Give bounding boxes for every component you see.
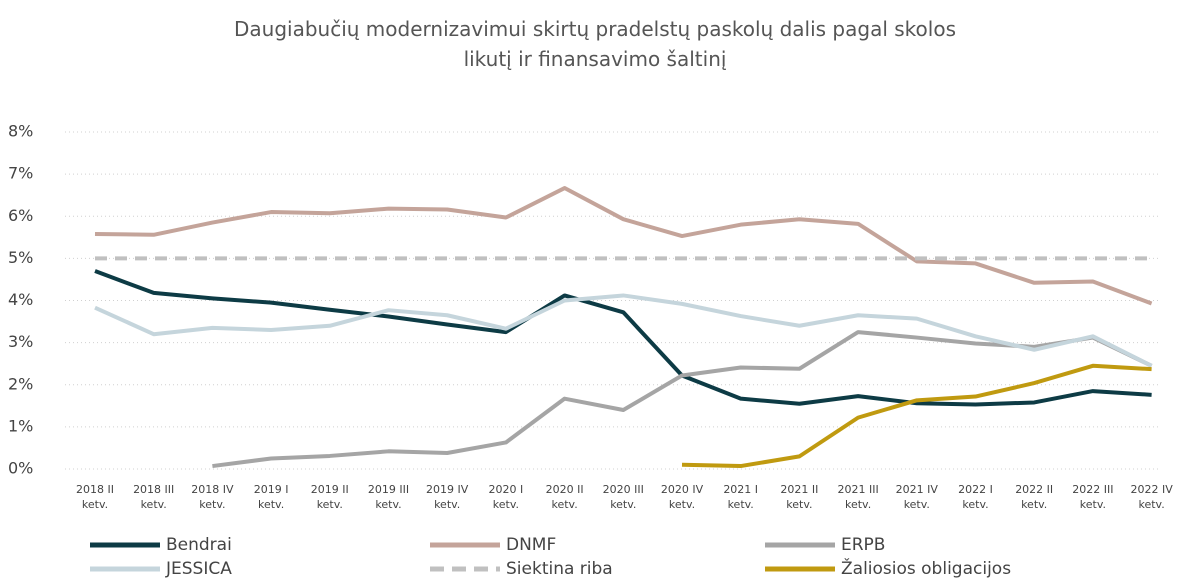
x-tick-label: 2022 III ketv. — [1072, 483, 1114, 511]
x-tick-label: 2019 III ketv. — [367, 483, 410, 511]
series-line — [94, 269, 1152, 407]
series-line — [681, 363, 1152, 469]
x-tick-label: 2022 I ketv. — [958, 483, 993, 511]
x-tick-label: 2019 IV ketv. — [426, 483, 469, 511]
legend-label: Bendrai — [166, 535, 232, 555]
legend-label: Žaliosios obligacijos — [841, 557, 1011, 579]
y-tick-label: 4% — [8, 290, 33, 309]
chart-title: Daugiabučių modernizavimui skirtų pradel… — [234, 17, 956, 71]
y-tick-label: 6% — [8, 206, 33, 225]
x-tick-label: 2018 III ketv. — [133, 483, 175, 511]
x-tick-label: 2019 II ketv. — [310, 483, 349, 511]
x-tick-label: 2020 IV ketv. — [660, 483, 704, 511]
x-tick-label: 2018 IV ketv. — [191, 483, 234, 511]
legend-label: Siektina riba — [506, 559, 613, 579]
series-line — [94, 186, 1153, 306]
y-tick-label: 0% — [8, 459, 33, 478]
y-tick-label: 7% — [8, 164, 33, 183]
series-line — [94, 293, 1153, 368]
y-tick-label: 2% — [8, 374, 33, 393]
x-tick-label: 2020 I ketv. — [488, 483, 524, 511]
x-tick-label: 2022 II ketv. — [1015, 483, 1054, 511]
x-tick-label: 2022 IV ketv. — [1130, 483, 1173, 511]
y-tick-label: 1% — [8, 416, 33, 435]
x-tick-label: 2020 III ketv. — [602, 483, 644, 511]
legend-label: ERPB — [841, 535, 885, 555]
y-tick-label: 3% — [8, 332, 33, 351]
x-tick-label: 2021 I ketv. — [723, 483, 759, 511]
x-tick-label: 2021 III ketv. — [837, 483, 879, 511]
legend-label: DNMF — [506, 535, 556, 555]
y-tick-label: 5% — [8, 248, 33, 267]
x-tick-label: 2020 II ketv. — [545, 483, 584, 511]
y-tick-label: 8% — [8, 122, 33, 141]
x-tick-label: 2019 I ketv. — [253, 483, 289, 511]
x-tick-label: 2018 II ketv. — [76, 483, 114, 511]
x-tick-label: 2021 II ketv. — [780, 483, 819, 511]
x-tick-label: 2021 IV ketv. — [895, 483, 938, 511]
legend-label: JESSICA — [165, 559, 232, 579]
series-line — [212, 330, 1153, 469]
